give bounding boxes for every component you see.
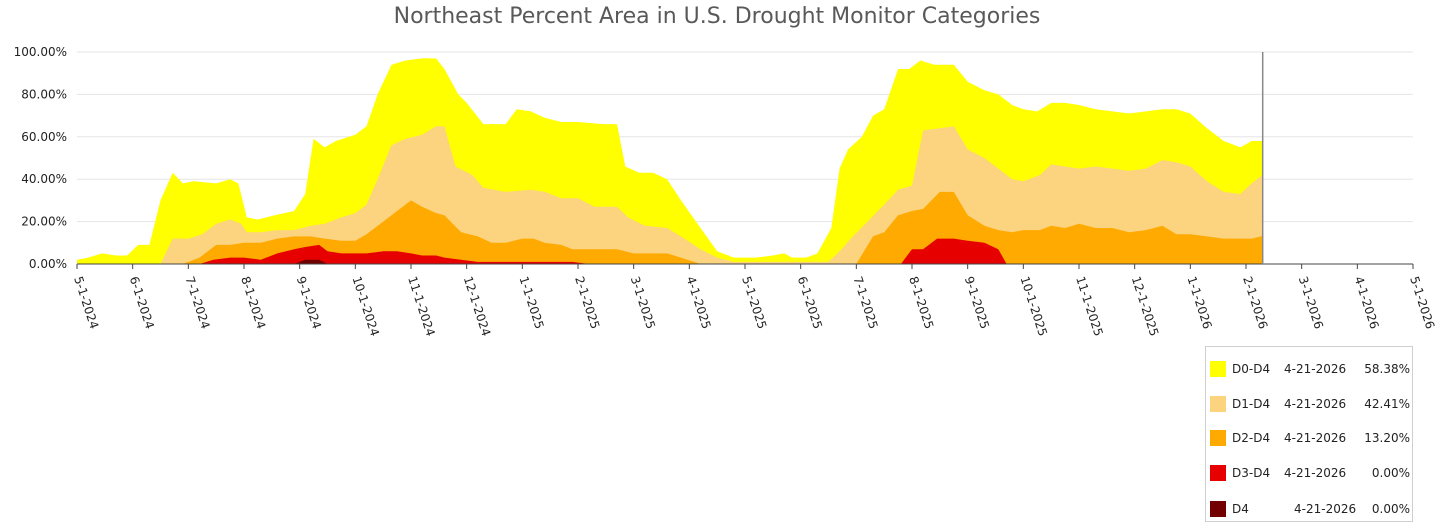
legend-date: 4-21-2026 [1294,502,1357,516]
legend-value: 0.00% [1371,502,1410,516]
axes [76,52,1414,269]
x-tick-label: 8-1-2024 [238,275,268,331]
legend-item-d3-d4: D3-D4 4-21-2026 0.00% [1206,465,1412,481]
legend-swatch [1210,430,1226,446]
x-tick-label: 3-1-2026 [1296,275,1326,331]
x-tick-label: 1-1-2025 [516,275,546,331]
area-series-d4 [77,259,1263,264]
legend-series-name: D3-D4 [1232,466,1271,480]
legend-value: 13.20% [1364,431,1410,445]
legend-swatch [1210,396,1226,412]
y-tick-label: 40.00% [21,172,67,186]
legend-swatch [1210,501,1226,517]
x-tick-label: 5-1-2025 [739,275,769,331]
x-tick-label: 5-1-2026 [1407,275,1437,331]
legend-series-name: D1-D4 [1232,397,1271,411]
legend: D0-D4 4-21-2026 58.38% D1-D4 4-21-2026 42.41%… [1205,346,1413,522]
x-tick-label: 3-1-2025 [628,275,658,331]
legend-item-d2-d4: D2-D4 4-21-2026 13.20% [1206,430,1412,446]
x-tick-labels: 5-1-2024 6-1-2024 7-1-2024 8-1-2024 9-1-2024… [71,275,1437,338]
x-tick-label: 10-1-2025 [1017,275,1050,338]
y-tick-labels: 0.00% 20.00% 40.00% 60.00% 80.00% 100.00% [14,45,67,271]
legend-item-d1-d4: D1-D4 4-21-2026 42.41% [1206,396,1412,412]
x-tick-label: 9-1-2025 [962,275,992,331]
y-tick-label: 60.00% [21,130,67,144]
legend-series-name: D2-D4 [1232,431,1271,445]
x-tick-label: 4-1-2025 [683,275,713,331]
area-series-group [77,58,1263,265]
legend-swatch [1210,361,1226,377]
legend-series-name: D0-D4 [1232,362,1271,376]
x-tick-label: 6-1-2025 [795,275,825,331]
chart-title: Northeast Percent Area in U.S. Drought M… [393,4,1041,29]
x-tick-label: 12-1-2025 [1129,275,1162,338]
y-tick-label: 80.00% [21,87,67,101]
x-tick-label: 11-1-2024 [405,275,438,338]
legend-swatch [1210,465,1226,481]
legend-value: 58.38% [1364,362,1410,376]
x-tick-label: 11-1-2025 [1073,275,1106,338]
legend-date: 4-21-2026 [1284,397,1347,411]
x-tick-label: 2-1-2026 [1240,275,1270,331]
x-tick-label: 12-1-2024 [461,275,494,338]
x-tick-label: 9-1-2024 [294,275,324,331]
legend-series-name: D4 [1232,502,1249,516]
legend-date: 4-21-2026 [1284,431,1347,445]
x-tick-label: 6-1-2024 [127,275,157,331]
x-tick-label: 7-1-2024 [182,275,212,331]
legend-item-d4: D4 4-21-2026 0.00% [1206,501,1412,517]
area-series-d3-d4 [77,238,1263,264]
legend-value: 42.41% [1364,397,1410,411]
y-tick-label: 100.00% [14,45,67,59]
x-tick-label: 2-1-2025 [572,275,602,331]
legend-value: 0.00% [1371,466,1410,480]
y-tick-label: 0.00% [29,257,67,271]
x-tick-label: 4-1-2026 [1351,275,1381,331]
legend-date: 4-21-2026 [1284,362,1347,376]
x-tick-label: 5-1-2024 [71,275,101,331]
x-tick-label: 8-1-2025 [906,275,936,331]
x-tick-label: 1-1-2026 [1184,275,1214,331]
x-tick-label: 10-1-2024 [349,275,382,338]
legend-date: 4-21-2026 [1284,466,1347,480]
legend-item-d0-d4: D0-D4 4-21-2026 58.38% [1206,361,1412,377]
x-tick-label: 7-1-2025 [850,275,880,331]
y-tick-label: 20.00% [21,215,67,229]
